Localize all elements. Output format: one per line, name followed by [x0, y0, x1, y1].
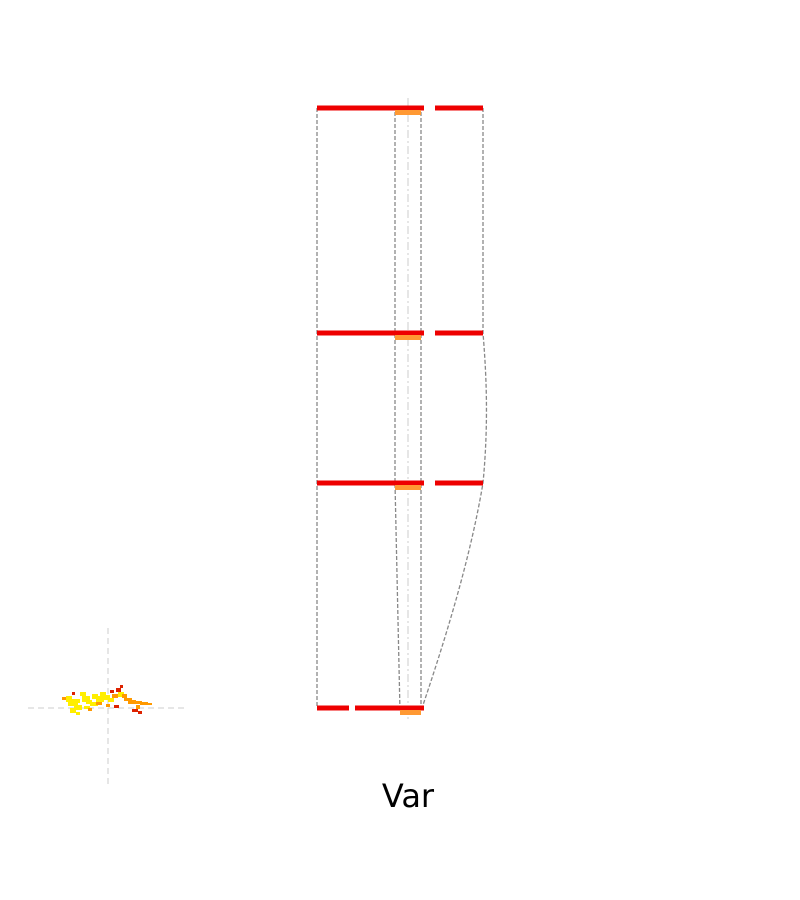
glyph-pixel [122, 694, 127, 698]
glyph-pixel [138, 711, 142, 714]
level-bar-3 [317, 480, 483, 490]
glyph-pixel [90, 702, 98, 706]
glyph-pixel [96, 696, 104, 702]
glyph-pixel [108, 698, 114, 702]
glyph-pixel [124, 698, 132, 701]
glyph-pixel [76, 712, 80, 715]
inset-preview [28, 628, 188, 788]
glyph-pixel [132, 709, 138, 712]
glyph-pixel [134, 701, 142, 704]
glyph-pixel [92, 694, 98, 699]
glyph-pixel [140, 702, 148, 705]
glyph-pixel [88, 708, 92, 711]
glyph-pixel [104, 695, 110, 700]
level-4-cap [400, 710, 421, 715]
glyph-pixel [70, 708, 76, 713]
glyph-pixel [114, 705, 119, 708]
glyph-pixel [106, 704, 110, 707]
glyph-pixel [110, 690, 114, 693]
glyph-pixel [136, 705, 140, 709]
glyph-pixel [74, 705, 82, 710]
level-2-cap [395, 335, 421, 340]
glyph-pixel [118, 692, 124, 697]
glyph-pixel [72, 699, 80, 703]
glyph-pixel [66, 696, 72, 702]
glyph-pixel [86, 700, 92, 704]
pixel-glyph [62, 685, 152, 715]
glyph-pixel [120, 685, 123, 688]
glyph-pixel [84, 706, 90, 709]
outer-right-profile [421, 108, 488, 709]
column-diagram [316, 98, 488, 722]
glyph-pixel [128, 700, 136, 704]
level-1-cap [395, 110, 421, 115]
variable-label: Var [381, 777, 435, 815]
glyph-pixel [82, 696, 90, 702]
glyph-pixel [146, 703, 152, 705]
level-bar-2 [317, 330, 483, 340]
level-bar-4 [317, 705, 424, 715]
glyph-pixel [112, 694, 118, 698]
inner-column-left-edge [394, 112, 401, 713]
level-bar-1 [317, 105, 483, 115]
glyph-pixel [96, 702, 102, 705]
glyph-pixel [100, 692, 106, 696]
glyph-pixel [72, 692, 75, 695]
glyph-pixel [68, 702, 78, 706]
level-3-cap [395, 485, 421, 490]
glyph-pixel [62, 697, 66, 700]
glyph-pixel [80, 692, 86, 696]
glyph-pixel [116, 688, 121, 692]
